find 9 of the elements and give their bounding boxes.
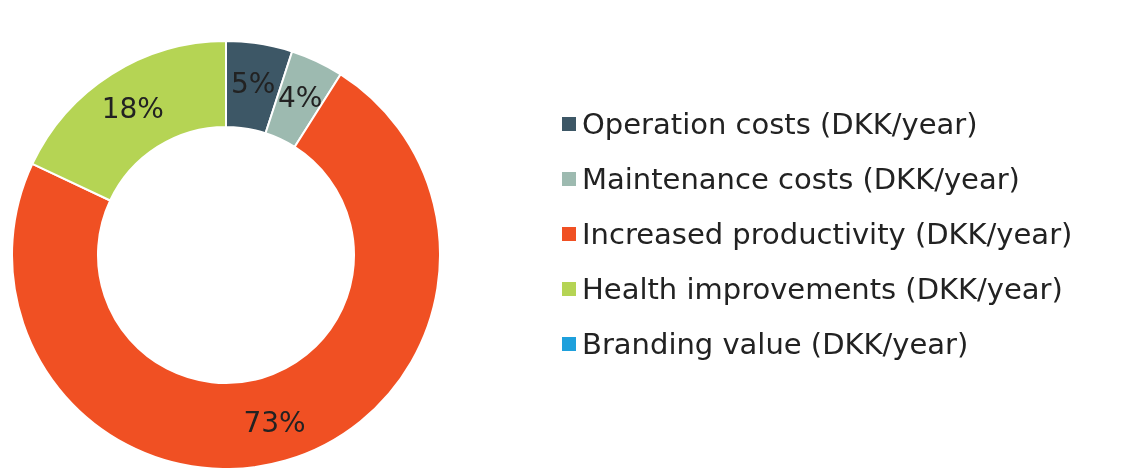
data-label: 4% xyxy=(277,81,323,115)
data-label: 73% xyxy=(243,405,306,439)
data-label: 18% xyxy=(101,91,164,125)
legend-label: Branding value (DKK/year) xyxy=(582,327,969,361)
legend-label: Operation costs (DKK/year) xyxy=(582,107,978,141)
data-label: 5% xyxy=(231,66,276,100)
legend-label: Health improvements (DKK/year) xyxy=(582,272,1063,306)
legend-label: Maintenance costs (DKK/year) xyxy=(582,162,1020,196)
legend-label: Increased productivity (DKK/year) xyxy=(582,217,1073,251)
